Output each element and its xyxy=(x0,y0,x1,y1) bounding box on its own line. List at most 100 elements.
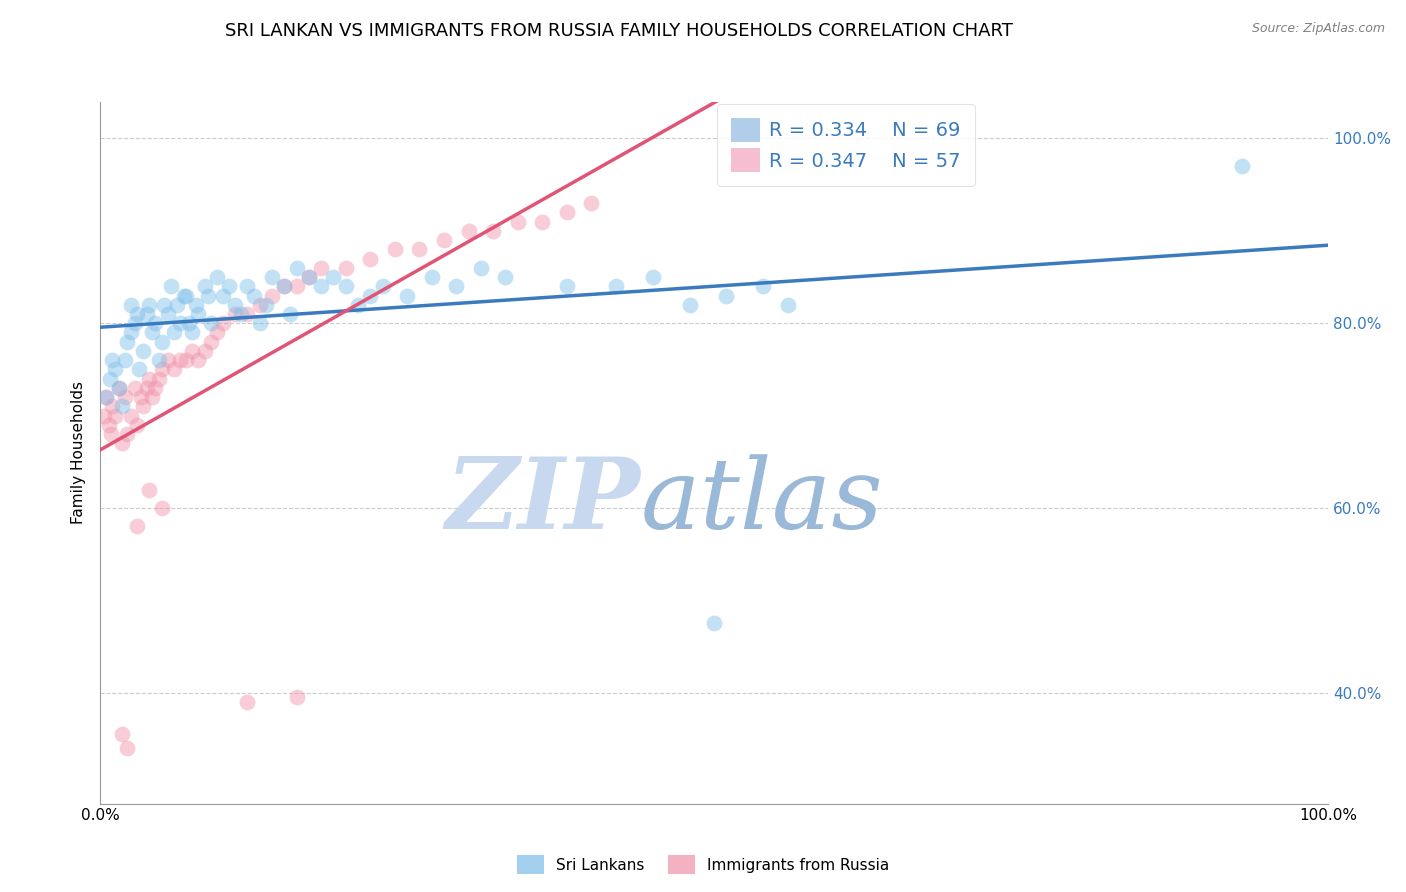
Point xyxy=(224,298,246,312)
Point xyxy=(260,288,283,302)
Point xyxy=(114,353,136,368)
Point xyxy=(169,353,191,368)
Point xyxy=(101,353,124,368)
Point xyxy=(555,279,578,293)
Point xyxy=(433,233,456,247)
Point xyxy=(101,400,124,414)
Point xyxy=(716,288,738,302)
Point xyxy=(169,316,191,330)
Point xyxy=(135,381,157,395)
Point xyxy=(111,436,134,450)
Point xyxy=(776,298,799,312)
Point xyxy=(703,616,725,631)
Point xyxy=(273,279,295,293)
Point xyxy=(347,298,370,312)
Point xyxy=(224,307,246,321)
Point xyxy=(177,316,200,330)
Point xyxy=(408,243,430,257)
Point xyxy=(1230,159,1253,173)
Point xyxy=(163,362,186,376)
Point xyxy=(482,224,505,238)
Point xyxy=(104,362,127,376)
Point xyxy=(371,279,394,293)
Point xyxy=(242,288,264,302)
Point xyxy=(231,307,253,321)
Point xyxy=(141,326,163,340)
Point xyxy=(115,741,138,756)
Point xyxy=(129,390,152,404)
Point xyxy=(335,260,357,275)
Point xyxy=(285,260,308,275)
Point xyxy=(193,279,215,293)
Point xyxy=(249,298,271,312)
Point xyxy=(132,400,155,414)
Point xyxy=(111,400,134,414)
Point xyxy=(120,409,142,423)
Point xyxy=(249,316,271,330)
Point xyxy=(114,390,136,404)
Point xyxy=(187,353,209,368)
Point xyxy=(132,343,155,358)
Point xyxy=(187,307,209,321)
Point xyxy=(166,298,188,312)
Point xyxy=(145,316,167,330)
Point xyxy=(193,343,215,358)
Point xyxy=(107,381,129,395)
Point xyxy=(470,260,492,275)
Point xyxy=(98,372,121,386)
Point xyxy=(420,270,443,285)
Point xyxy=(100,427,122,442)
Y-axis label: Family Households: Family Households xyxy=(72,381,86,524)
Point xyxy=(309,260,332,275)
Point xyxy=(359,252,381,266)
Point xyxy=(181,326,204,340)
Point xyxy=(150,501,173,516)
Point xyxy=(120,298,142,312)
Point xyxy=(125,307,148,321)
Point xyxy=(120,326,142,340)
Point xyxy=(163,326,186,340)
Point xyxy=(153,298,176,312)
Point xyxy=(280,307,302,321)
Point xyxy=(184,298,207,312)
Point xyxy=(457,224,479,238)
Point xyxy=(205,326,228,340)
Point xyxy=(138,483,160,497)
Point xyxy=(124,316,146,330)
Point xyxy=(148,372,170,386)
Point xyxy=(581,196,603,211)
Point xyxy=(236,695,259,709)
Point xyxy=(506,214,529,228)
Point xyxy=(124,381,146,395)
Point xyxy=(212,316,235,330)
Text: SRI LANKAN VS IMMIGRANTS FROM RUSSIA FAMILY HOUSEHOLDS CORRELATION CHART: SRI LANKAN VS IMMIGRANTS FROM RUSSIA FAM… xyxy=(225,22,1012,40)
Point xyxy=(218,279,240,293)
Point xyxy=(384,243,406,257)
Point xyxy=(156,353,179,368)
Point xyxy=(641,270,664,285)
Point xyxy=(115,334,138,349)
Point xyxy=(141,390,163,404)
Point xyxy=(285,690,308,705)
Point xyxy=(97,417,120,432)
Point xyxy=(322,270,344,285)
Point xyxy=(145,381,167,395)
Point xyxy=(111,727,134,741)
Point xyxy=(396,288,419,302)
Point xyxy=(125,417,148,432)
Point xyxy=(115,427,138,442)
Point xyxy=(298,270,321,285)
Point xyxy=(254,298,277,312)
Point xyxy=(156,307,179,321)
Point xyxy=(309,279,332,293)
Text: atlas: atlas xyxy=(641,454,883,549)
Point xyxy=(138,372,160,386)
Point xyxy=(150,334,173,349)
Point xyxy=(359,288,381,302)
Point xyxy=(104,409,127,423)
Point xyxy=(260,270,283,285)
Point xyxy=(160,279,183,293)
Point xyxy=(135,307,157,321)
Point xyxy=(125,519,148,533)
Point xyxy=(148,353,170,368)
